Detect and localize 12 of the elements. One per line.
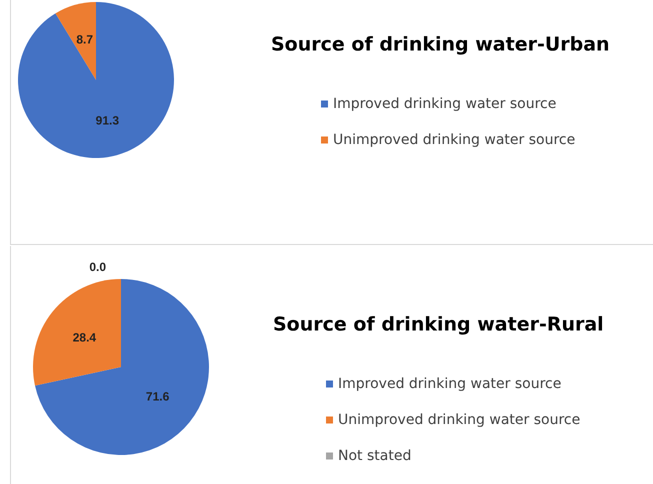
data-label: 71.6 <box>146 390 170 404</box>
legend-label: Improved drinking water source <box>338 376 562 392</box>
legend-label: Not stated <box>338 448 412 464</box>
text: Source of drinking water-Urban <box>271 34 610 56</box>
legend-label: Improved drinking water source <box>333 96 556 112</box>
data-label: 8.7 <box>76 32 94 47</box>
data-label: 91.3 <box>96 113 120 128</box>
data-label: 28.4 <box>72 330 96 344</box>
text: Source of drinking water-Rural <box>273 314 604 336</box>
legend-label: Unimproved drinking water source <box>338 412 580 428</box>
legend-label: Unimproved drinking water source <box>333 132 576 148</box>
text: 0.0 <box>89 260 106 274</box>
